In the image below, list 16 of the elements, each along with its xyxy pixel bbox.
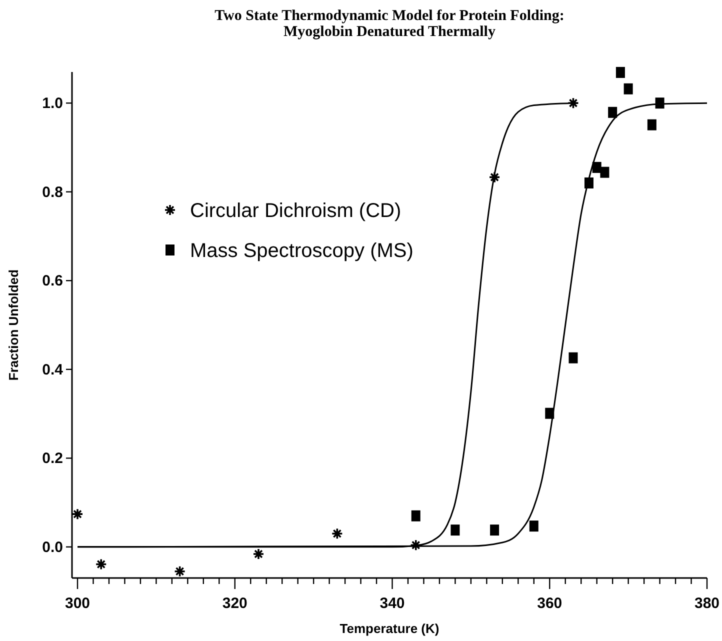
x-tick-label: 360: [537, 595, 562, 612]
legend-label: Mass Spectroscopy (MS): [190, 240, 414, 262]
y-axis-title: Fraction Unfolded: [6, 269, 21, 381]
x-tick-label: 300: [64, 595, 90, 612]
x-tick-label: 380: [694, 595, 720, 612]
y-tick-label: 1.0: [42, 95, 63, 112]
y-tick-label: 0.2: [42, 450, 63, 468]
y-tick-label: 0.0: [42, 538, 63, 556]
x-tick-label: 320: [222, 595, 248, 612]
y-tick-label: 0.6: [42, 272, 63, 290]
legend-label: Circular Dichroism (CD): [190, 200, 402, 222]
x-axis-title: Temperature (K): [340, 621, 440, 636]
chart-title: Two State Thermodynamic Model for Protein Folding: Myoglobin Denatured Thermally: [214, 8, 564, 40]
y-tick-label: 0.4: [42, 361, 64, 378]
y-tick-label: 0.8: [42, 184, 63, 201]
x-tick-label: 340: [380, 595, 405, 612]
